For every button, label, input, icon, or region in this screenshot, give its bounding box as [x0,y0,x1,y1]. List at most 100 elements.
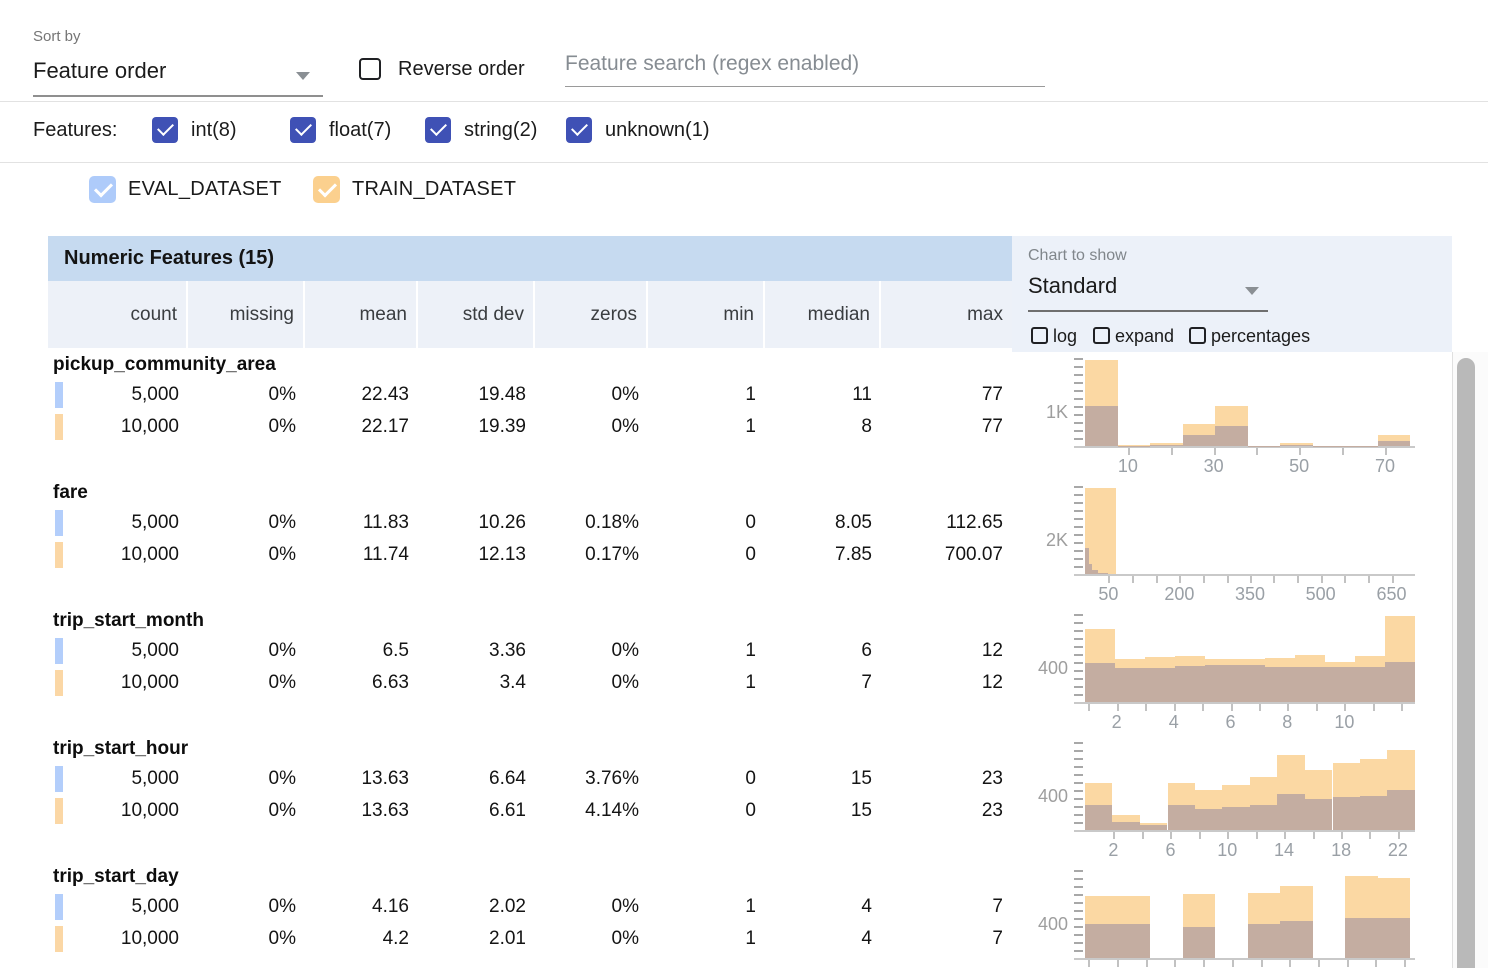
overlap-bar [1280,921,1313,958]
reverse-order-checkbox[interactable] [359,58,381,80]
feature-row: fare 5,000 0% 11.83 10.26 0.18% 0 8.05 112.65 10,… [0,480,1488,608]
train-bar [1085,488,1117,574]
x-tick-label: 2 [1108,840,1119,860]
chart-type-select[interactable]: Standard [1028,273,1118,298]
overlap-bar [1354,666,1385,702]
stat-cell: 0 [745,768,756,789]
string-checkbox[interactable] [425,117,451,143]
scrollbar-thumb[interactable] [1457,358,1475,968]
x-axis-tick [1170,448,1173,455]
x-axis-tick [1256,448,1259,455]
float-checkbox[interactable] [290,117,316,143]
overlap-bar [1359,795,1388,830]
sort-by-label: Sort by [33,28,81,45]
feature-row: trip_start_hour 5,000 0% 13.63 6.64 3.76% 0 15 2… [0,736,1488,864]
stat-cell: 22.17 [361,416,409,437]
feature-search-input[interactable] [565,52,1045,87]
col-header-median: median [765,281,881,348]
overlap-bar [1377,918,1411,958]
stat-cell: 23 [981,800,1003,821]
overlap-bar [1277,793,1305,830]
x-axis-tick [1141,832,1144,839]
overlap-bar [1085,405,1118,446]
unknown-label: unknown(1) [605,119,710,141]
overlap-bar [1167,805,1195,830]
int-checkbox[interactable] [152,117,178,143]
expand-checkbox[interactable] [1093,327,1110,344]
check-icon [430,119,447,136]
stat-cell: 77 [981,416,1003,437]
eval-dataset-checkbox[interactable] [89,176,116,203]
y-axis-label: 400 [1037,913,1068,934]
stat-cell: 5,000 [131,896,179,917]
check-icon [157,119,174,136]
stat-cell: 6.63 [372,672,409,693]
overlap-bar [1182,927,1215,958]
x-axis-tick [1283,832,1286,839]
x-axis-tick [1273,576,1276,583]
log-checkbox[interactable] [1031,327,1048,344]
stat-cell: 3.4 [499,672,526,693]
histogram-trip_start_month: 400 2 4 6 8 10 [1020,608,1452,736]
overlap-bar [1092,570,1099,574]
overlap-bar [1144,667,1175,702]
eval-swatch [55,510,63,536]
col-header-max: max [967,303,1003,325]
x-axis-tick [1260,960,1263,967]
stat-cell: 7 [861,672,872,693]
x-axis-tick [1198,832,1201,839]
x-axis-tick [1299,448,1302,455]
stat-cell: 0% [611,672,639,693]
train-bar [1117,444,1150,446]
train-stats-row: 10,000 0% 4.2 2.01 0% 1 4 7 [48,923,1012,955]
x-tick-label: 200 [1164,584,1195,604]
x-axis-line [1074,830,1415,832]
features-label: Features: [33,119,118,141]
scrollbar-track[interactable] [1452,352,1488,968]
stat-cell: 112.65 [946,512,1003,533]
x-axis-tick [1116,704,1119,711]
x-axis-tick [1391,576,1394,583]
x-axis-tick [1170,832,1173,839]
chevron-down-icon[interactable] [296,72,310,80]
x-axis-tick [1316,704,1318,711]
stat-cell: 12 [981,640,1003,661]
stat-cell: 0% [268,384,296,405]
x-axis-tick [1145,704,1148,711]
numeric-features-header: Numeric Features (15) [48,236,1012,281]
x-axis-tick [1346,960,1349,967]
eval-stats-row: 5,000 0% 13.63 6.64 3.76% 0 15 23 [48,763,1012,795]
chart-to-show-panel: Chart to show Standard log expand percen… [1012,236,1452,352]
overlap-bar [1215,425,1248,446]
x-axis-tick [1287,704,1290,711]
x-axis-tick [1369,832,1372,839]
overlap-bar [1234,665,1265,702]
feature-type-filter-row: Features: int(8) float(7) string(2) unkn… [0,102,1488,163]
unknown-checkbox[interactable] [566,117,592,143]
percentages-checkbox[interactable] [1189,327,1206,344]
stat-cell: 11 [852,384,872,405]
stat-cell: 5,000 [131,512,179,533]
train-bar [1377,435,1411,446]
stat-cell: 13.63 [361,768,409,789]
sort-by-select[interactable]: Feature order [33,58,167,83]
x-axis-tick [1341,832,1344,839]
x-axis-tick [1404,960,1407,967]
stat-cell: 8.05 [835,512,872,533]
stat-cell: 11.83 [362,512,409,533]
x-axis-tick [1145,960,1148,967]
x-tick-label: 50 [1289,456,1310,476]
chevron-down-icon[interactable] [1245,287,1259,295]
eval-stats-row: 5,000 0% 6.5 3.36 0% 1 6 12 [48,635,1012,667]
sort-select-underline [33,95,323,97]
train-dataset-checkbox[interactable] [313,176,340,203]
x-tick-label: 350 [1234,584,1266,604]
stat-cell: 0% [611,896,639,917]
x-axis-tick [1344,576,1347,583]
feature-row: trip_start_day 5,000 0% 4.16 2.02 0% 1 4 7 10,000… [0,864,1488,968]
overlap-bar [1182,435,1215,446]
col-header-mean: mean [305,281,418,348]
y-axis-label: 400 [1037,657,1068,678]
stat-cell: 7 [992,896,1003,917]
stat-cell: 1 [745,896,756,917]
